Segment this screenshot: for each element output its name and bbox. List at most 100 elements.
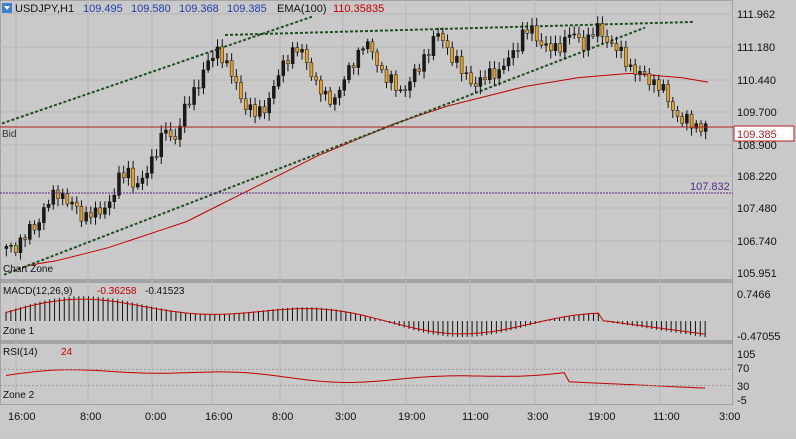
trend-lines[interactable] xyxy=(1,15,694,276)
candle-body xyxy=(178,125,182,140)
candle-body xyxy=(93,207,98,218)
rsi-axis-105: 105 xyxy=(737,349,755,361)
candle-body xyxy=(610,41,614,44)
price-axis-labels: 111.962 111.180 110.440 109.700 108.900 … xyxy=(737,9,777,280)
candle-body xyxy=(370,41,375,53)
candle-body xyxy=(319,79,323,95)
candle-body xyxy=(572,33,576,36)
candle-body xyxy=(699,123,703,132)
candle-body xyxy=(685,113,689,124)
down-arrow-icon xyxy=(4,6,10,10)
candle-body xyxy=(544,43,548,46)
candle-body xyxy=(126,167,131,179)
macd-signal-line xyxy=(5,298,706,335)
time-tick: 11:00 xyxy=(462,411,489,423)
candle-body xyxy=(89,212,93,218)
candle-body xyxy=(426,54,431,56)
rsi-panel[interactable] xyxy=(0,342,734,406)
candle-body xyxy=(51,189,56,205)
candle-body xyxy=(600,23,605,37)
candle-body xyxy=(131,167,135,188)
candle-body xyxy=(258,106,262,117)
candle-body xyxy=(309,62,314,78)
lower-channel-line[interactable] xyxy=(3,26,646,276)
candle-body xyxy=(384,69,389,83)
candle-body xyxy=(140,177,145,184)
rsi-value: 24 xyxy=(61,347,73,358)
bid-price-box xyxy=(733,125,795,142)
rsi-axis-neg5: -5 xyxy=(737,395,747,407)
time-axis-labels: 16:00 8:00 0:00 16:00 8:00 3:00 19:00 11… xyxy=(8,411,740,423)
candle-body xyxy=(84,212,88,222)
candle-body xyxy=(220,46,224,64)
candle-body xyxy=(506,57,511,67)
candle-body xyxy=(187,103,192,106)
candle-body xyxy=(656,79,661,91)
candle-body xyxy=(9,245,13,247)
candle-body xyxy=(150,156,154,174)
candle-body xyxy=(567,34,572,38)
rsi-path xyxy=(5,369,706,389)
candle-body xyxy=(361,48,365,51)
candle-body xyxy=(525,29,530,34)
candle-body xyxy=(431,36,436,56)
price-tick: 110.440 xyxy=(737,75,776,87)
candle-body xyxy=(286,60,290,64)
candle-body xyxy=(483,77,487,80)
time-tick: 19:00 xyxy=(398,411,426,423)
candle-body xyxy=(28,224,32,240)
candle-body xyxy=(488,68,492,80)
candle-body xyxy=(333,97,337,105)
candle-body xyxy=(459,56,464,74)
candle-body xyxy=(201,69,206,89)
candle-body xyxy=(619,46,623,51)
candle-body xyxy=(534,25,539,42)
candle-body xyxy=(403,89,408,92)
candle-body xyxy=(422,54,426,72)
candle-body xyxy=(675,110,680,117)
candle-body xyxy=(295,47,300,53)
candle-body xyxy=(79,205,84,222)
candle-body xyxy=(234,76,239,83)
candle-body xyxy=(262,106,267,114)
rsi-label: RSI(14) xyxy=(3,347,37,358)
candle-body xyxy=(497,69,501,79)
time-axis[interactable] xyxy=(0,405,796,434)
candle-body xyxy=(304,49,309,63)
candle-body xyxy=(328,90,332,105)
symbol-header: USDJPY,H1 109.495 109.580 109.368 109.38… xyxy=(2,3,384,15)
level-value: 107.832 xyxy=(690,181,730,193)
candle-body xyxy=(164,129,168,134)
candle-body xyxy=(56,189,60,199)
candle-body xyxy=(300,49,304,53)
candle-body xyxy=(267,97,271,114)
candle-body xyxy=(605,36,609,43)
ohlc-close: 109.385 xyxy=(227,3,267,15)
candle-body xyxy=(60,193,65,199)
candle-body xyxy=(342,79,347,91)
price-axis[interactable] xyxy=(733,0,796,405)
candle-body xyxy=(248,104,253,110)
macd-value-2: -0.41523 xyxy=(145,286,185,297)
candle-body xyxy=(182,103,187,127)
top-resistance-line[interactable] xyxy=(224,20,694,37)
candle-body xyxy=(647,73,652,86)
macd-value-1: -0.36258 xyxy=(97,286,137,297)
time-tick: 3:00 xyxy=(527,411,548,423)
candle-body xyxy=(436,33,440,37)
candle-body xyxy=(469,72,473,84)
time-tick: 8:00 xyxy=(272,411,293,423)
candle-body xyxy=(46,204,51,208)
rsi-axis-70: 70 xyxy=(737,363,749,375)
candle-body xyxy=(37,222,41,231)
candle-body xyxy=(502,65,506,70)
candle-body xyxy=(516,50,520,52)
rsi-zone-label: Zone 2 xyxy=(3,390,35,401)
candle-body xyxy=(553,43,558,51)
rsi-line xyxy=(0,368,733,389)
price-tick: 106.740 xyxy=(737,236,777,248)
candle-body xyxy=(42,207,46,223)
candle-body xyxy=(511,50,515,59)
